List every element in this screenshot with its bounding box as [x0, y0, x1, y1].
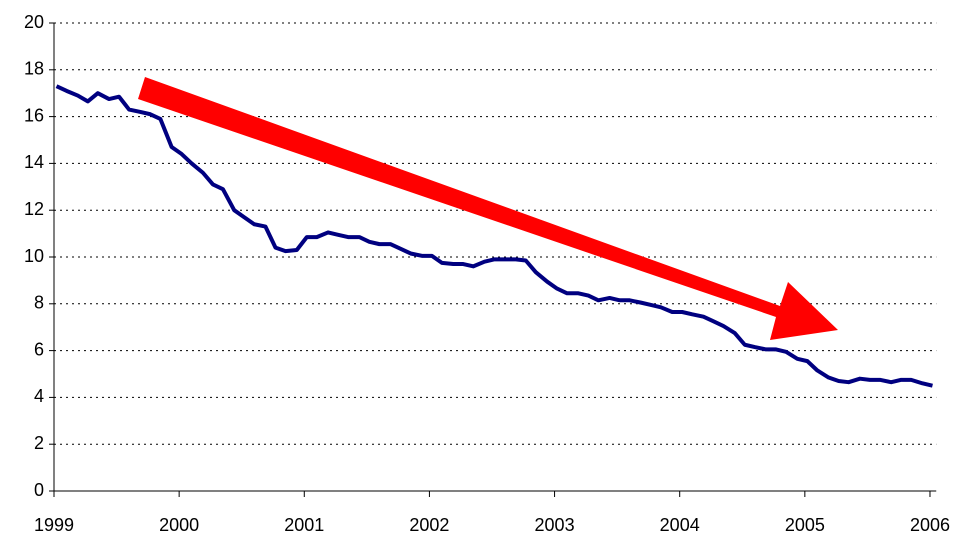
y-tick-label: 0: [34, 480, 44, 500]
y-tick-label: 4: [34, 386, 44, 406]
y-tick-label: 16: [24, 105, 44, 125]
y-tick-label: 14: [24, 152, 44, 172]
x-tick-label: 1999: [34, 515, 74, 535]
y-tick-label: 10: [24, 246, 44, 266]
x-tick-label: 2003: [535, 515, 575, 535]
x-tick-label: 2001: [284, 515, 324, 535]
y-tick-label: 18: [24, 59, 44, 79]
x-tick-label: 2005: [785, 515, 825, 535]
trend-arrow: [138, 77, 838, 340]
x-tick-label: 2004: [660, 515, 700, 535]
y-tick-label: 12: [24, 199, 44, 219]
x-tick-label: 2006: [910, 515, 950, 535]
x-tick-label: 2002: [409, 515, 449, 535]
y-tick-label: 2: [34, 433, 44, 453]
data-line: [55, 84, 933, 388]
y-tick-label: 6: [34, 339, 44, 359]
y-tick-label: 8: [34, 293, 44, 313]
x-tick-label: 2000: [159, 515, 199, 535]
y-tick-label: 20: [24, 12, 44, 32]
